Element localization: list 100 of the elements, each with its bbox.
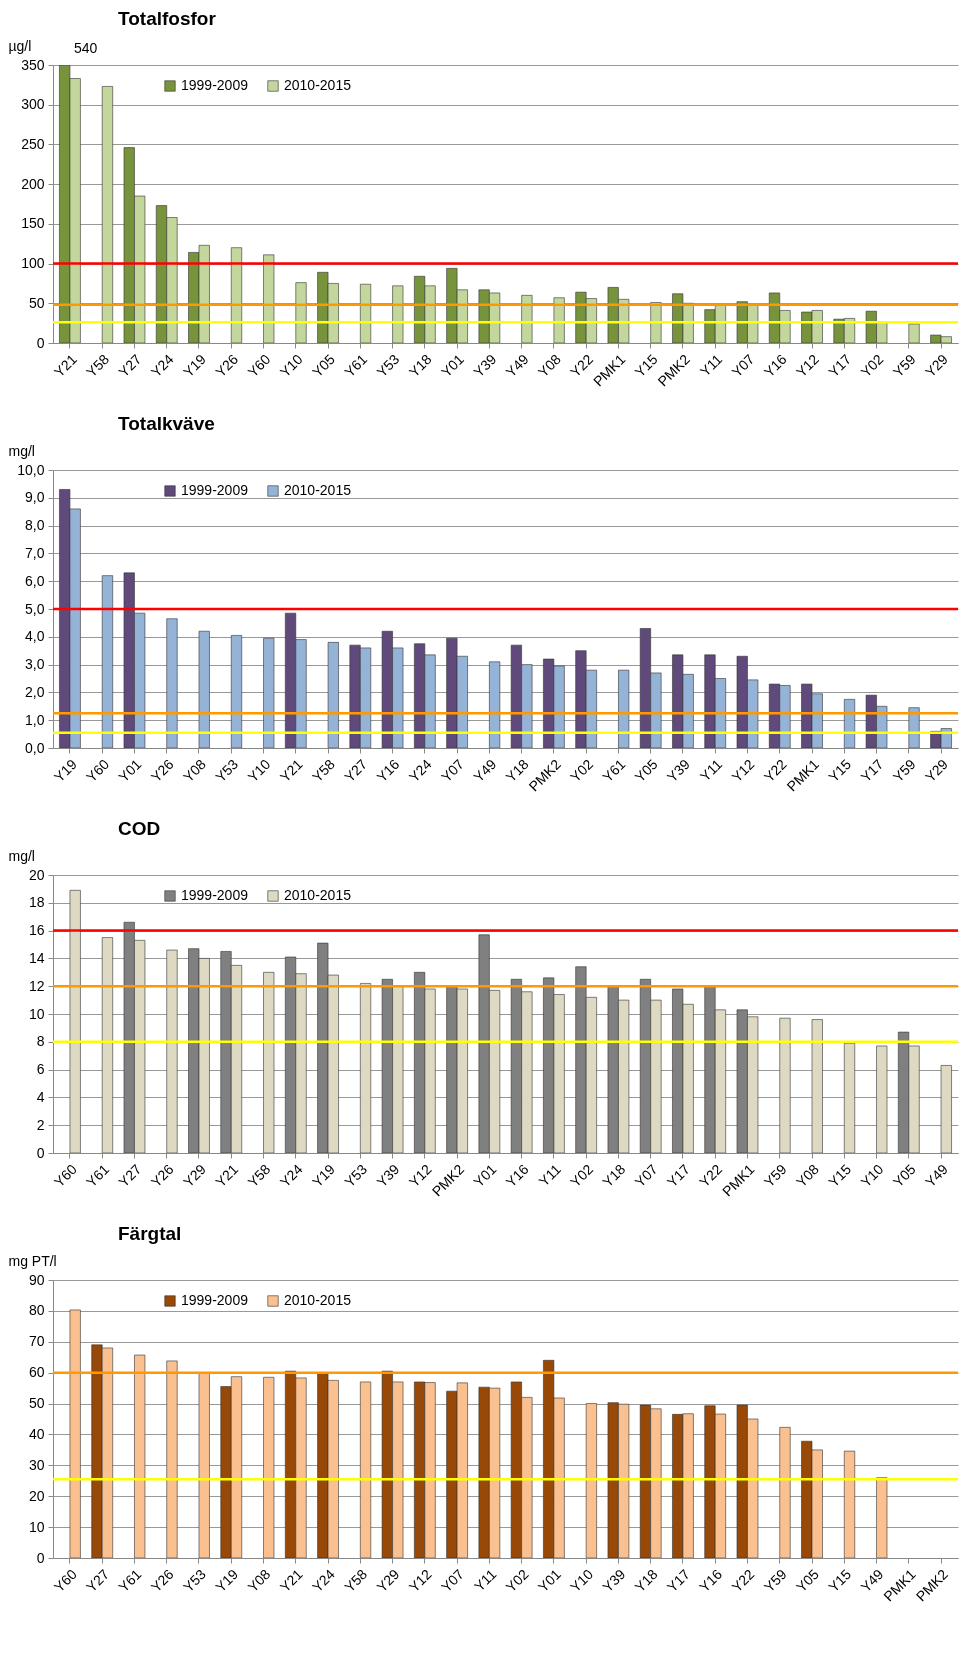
x-tick-label: Y60 [83, 755, 113, 786]
y-tick-label: 5,0 [25, 600, 45, 617]
y-tick-label: 3,0 [25, 656, 45, 673]
x-tick-label: Y39 [470, 350, 500, 381]
bar [553, 297, 565, 343]
x-tick-label: Y12 [728, 755, 758, 786]
bar [166, 949, 178, 1153]
bar [263, 254, 275, 343]
y-axis-title: µg/l [8, 37, 32, 54]
bar [360, 983, 372, 1153]
bar [811, 1019, 823, 1153]
y-axis-title: mg/l [8, 442, 35, 459]
y-tick-label: 80 [28, 1302, 45, 1319]
x-tick-label: Y17 [857, 755, 887, 786]
x-tick-label: Y24 [405, 755, 435, 786]
legend-label: 1999-2009 [181, 482, 249, 498]
x-tick-label: Y11 [696, 755, 726, 785]
x-tick-label: Y24 [147, 350, 177, 381]
x-tick-label: Y27 [115, 1160, 145, 1191]
x-tick-label: Y11 [471, 1565, 500, 1595]
x-tick-label: Y02 [502, 1565, 532, 1596]
y-tick-label: 40 [28, 1425, 45, 1442]
y-tick-label: 150 [21, 215, 45, 232]
bar [779, 1427, 791, 1558]
y-tick-label: 0 [36, 334, 45, 351]
y-tick-label: 1,0 [25, 711, 45, 728]
x-tick-label: Y07 [728, 350, 758, 381]
y-tick-label: 6,0 [25, 572, 45, 589]
y-tick-label: 14 [28, 949, 45, 966]
legend-label: 2010-2015 [284, 482, 352, 498]
x-tick-label: Y29 [373, 1565, 403, 1596]
bar [101, 86, 113, 343]
x-tick-label: Y53 [212, 755, 242, 786]
y-tick-label: 10 [28, 1518, 45, 1535]
x-tick-label: Y10 [276, 350, 306, 381]
x-tick-label: Y19 [309, 1160, 339, 1191]
x-tick-label: Y24 [309, 1565, 339, 1596]
y-tick-label: 20 [28, 866, 45, 883]
x-tick-label: Y08 [244, 1565, 274, 1596]
x-tick-label: Y26 [147, 1565, 177, 1596]
x-tick-label: Y08 [179, 755, 210, 786]
x-tick-label: Y39 [599, 1565, 629, 1596]
x-tick-label: Y60 [244, 350, 274, 381]
y-axis-title: mg PT/l [8, 1252, 57, 1269]
bar [263, 972, 275, 1153]
x-tick-label: Y61 [341, 350, 371, 381]
y-tick-label: 10 [28, 1005, 45, 1022]
x-tick-label: Y27 [341, 755, 371, 786]
bar [230, 247, 243, 343]
x-tick-label: Y10 [567, 1565, 597, 1596]
x-tick-label: Y15 [825, 1565, 855, 1596]
x-tick-label: Y08 [792, 1160, 823, 1191]
x-tick-label: Y01 [470, 1160, 500, 1191]
legend-label: 2010-2015 [284, 1292, 352, 1308]
x-tick-label: Y19 [212, 1565, 242, 1596]
y-tick-label: 50 [28, 1395, 45, 1412]
x-tick-label: Y49 [470, 755, 500, 786]
x-tick-label: Y07 [631, 1160, 661, 1191]
x-tick-label: Y21 [276, 755, 306, 786]
bar [198, 630, 210, 748]
bar [101, 575, 113, 748]
x-tick-label: Y49 [922, 1160, 952, 1191]
y-tick-label: 70 [28, 1333, 45, 1350]
y-tick-label: 350 [21, 56, 45, 73]
x-tick-label: Y01 [438, 350, 468, 381]
bar [876, 1477, 888, 1558]
x-tick-label: Y29 [922, 350, 952, 381]
bar [101, 937, 113, 1153]
x-tick-label: Y58 [309, 755, 339, 786]
bar [230, 635, 243, 748]
x-tick-label: Y60 [50, 1565, 80, 1596]
y-tick-label: 300 [21, 96, 45, 113]
x-tick-label: Y29 [922, 755, 952, 786]
chart-title: Färgtal [118, 1223, 182, 1244]
y-tick-label: 18 [28, 894, 45, 911]
x-tick-label: Y53 [179, 1565, 210, 1596]
bar [263, 637, 275, 748]
x-tick-label: Y61 [599, 755, 629, 786]
x-tick-label: Y59 [889, 755, 919, 786]
x-tick-label: Y15 [825, 755, 855, 786]
x-tick-label: Y01 [115, 755, 145, 786]
bar [585, 1403, 597, 1558]
x-tick-label: Y59 [760, 1160, 790, 1191]
x-tick-label: Y61 [115, 1565, 145, 1596]
y-tick-label: 0,0 [25, 739, 45, 756]
bar [843, 1450, 856, 1558]
text: 540 [73, 40, 98, 56]
x-tick-label: Y16 [760, 350, 790, 381]
y-tick-label: 12 [28, 977, 45, 994]
x-tick-label: Y16 [696, 1565, 726, 1596]
bar [327, 642, 339, 748]
bar [521, 295, 533, 343]
bar [843, 1042, 856, 1153]
x-tick-label: Y49 [502, 350, 532, 381]
x-tick-label: Y17 [663, 1160, 693, 1191]
y-tick-label: 50 [28, 294, 45, 311]
x-tick-label: Y05 [792, 1565, 823, 1596]
chart-title: COD [118, 818, 161, 839]
bar [876, 1045, 888, 1153]
y-tick-label: 100 [21, 255, 45, 272]
